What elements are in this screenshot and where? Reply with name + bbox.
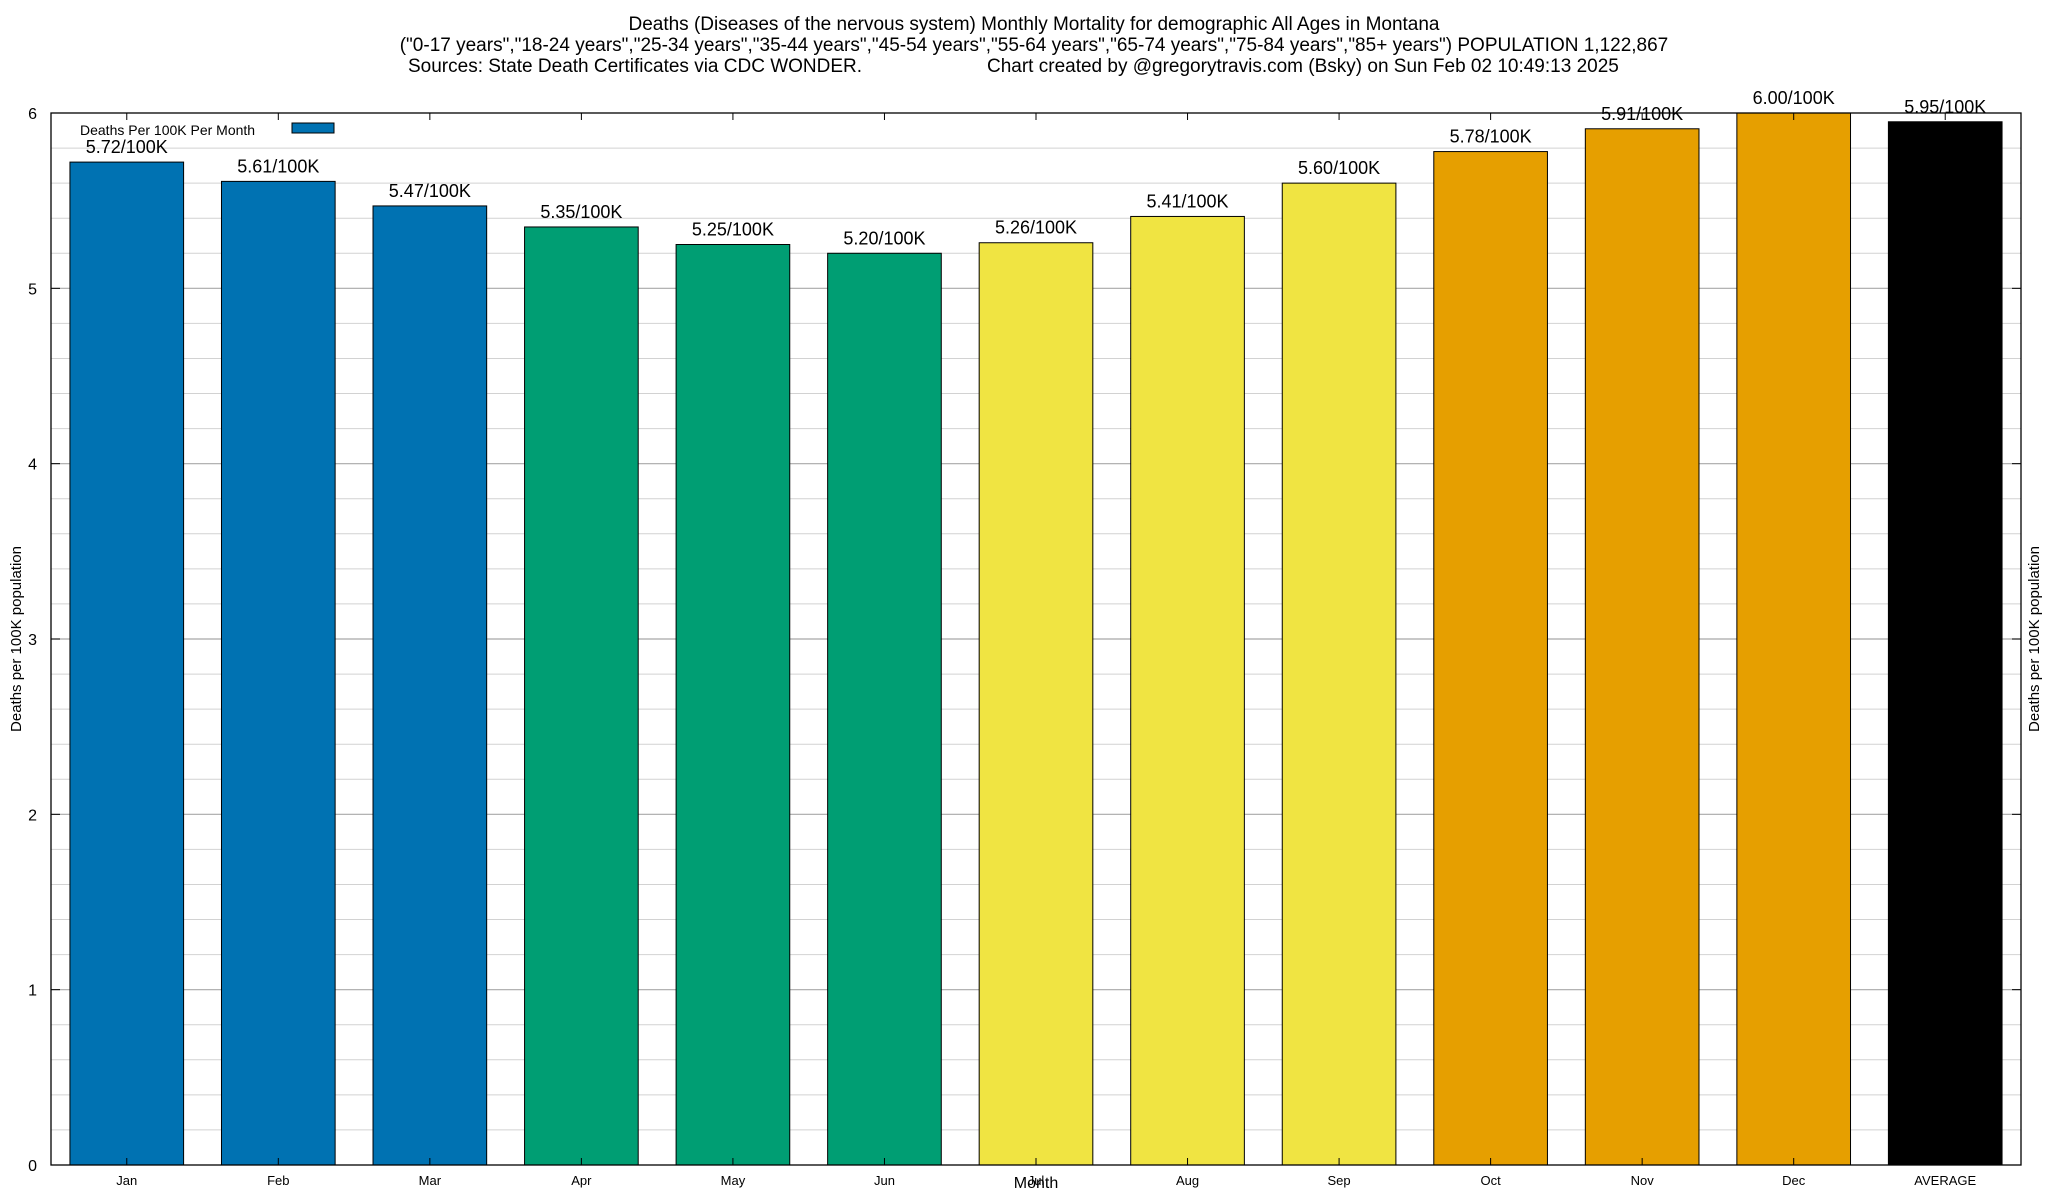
data-label: 5.47/100K — [389, 181, 471, 201]
y-tick-label: 5 — [28, 281, 37, 298]
bar-jul — [978, 242, 1094, 1166]
x-tick-label: Oct — [1480, 1173, 1501, 1188]
data-label: 5.60/100K — [1298, 158, 1380, 178]
y-tick-label: 1 — [28, 983, 37, 1000]
x-tick-label: Feb — [267, 1173, 289, 1188]
chart-title: Deaths (Diseases of the nervous system) … — [628, 14, 1439, 35]
bar-jan — [69, 161, 185, 1166]
bar-aug — [1130, 215, 1245, 1166]
x-tick-label: Jul — [1028, 1173, 1045, 1188]
data-label: 5.61/100K — [237, 156, 319, 176]
legend-swatch — [291, 122, 335, 134]
y-axis-label: Deaths per 100K population — [8, 546, 25, 732]
data-label: 5.25/100K — [692, 220, 774, 240]
x-tick-label: Aug — [1176, 1173, 1199, 1188]
x-tick-label: Jan — [116, 1173, 137, 1188]
bars — [69, 112, 2003, 1166]
bar-dec — [1736, 112, 1852, 1166]
x-tick-label: Jun — [874, 1173, 895, 1188]
chart-credit: Chart created by @gregorytravis.com (Bsk… — [987, 56, 1619, 77]
data-label: 5.72/100K — [86, 137, 168, 157]
data-labels: 5.72/100K 5.61/100K 5.47/100K 5.35/100K 5.25… — [86, 88, 1987, 248]
bar-oct — [1433, 151, 1548, 1166]
y-tick-label: 3 — [28, 632, 37, 649]
data-label: 5.41/100K — [1146, 191, 1228, 211]
data-label: 6.00/100K — [1753, 88, 1835, 108]
x-tick-label: Dec — [1782, 1173, 1806, 1188]
legend: Deaths Per 100K Per Month — [80, 122, 335, 138]
x-tick-label: Sep — [1328, 1173, 1351, 1188]
bar-nov — [1584, 128, 1700, 1166]
x-axis-label: Month — [1014, 1175, 1058, 1192]
bar-may — [675, 244, 791, 1166]
data-label: 5.20/100K — [843, 228, 925, 248]
x-tick-label: Apr — [571, 1173, 592, 1188]
bar-sep — [1281, 182, 1397, 1166]
x-tick-label: May — [721, 1173, 746, 1188]
bar-average — [1887, 121, 2003, 1166]
legend-label: Deaths Per 100K Per Month — [80, 122, 255, 138]
data-label: 5.35/100K — [540, 202, 622, 222]
bar-feb — [220, 180, 336, 1166]
y-tick-label: 2 — [28, 807, 37, 824]
y-tick-label: 6 — [28, 106, 37, 123]
data-label: 5.26/100K — [995, 218, 1077, 238]
bar-mar — [372, 205, 488, 1166]
y-axis-label-right: Deaths per 100K population — [2026, 546, 2043, 732]
y-tick-label: 4 — [28, 457, 37, 474]
chart-subtitle-demographics: ("0-17 years","18-24 years","25-34 years… — [400, 35, 1669, 56]
data-label: 5.78/100K — [1450, 127, 1532, 147]
data-label: 5.95/100K — [1904, 97, 1986, 117]
plot-frame — [50, 112, 2022, 1166]
chart-sources: Sources: State Death Certificates via CD… — [408, 56, 862, 77]
x-tick-label: Nov — [1631, 1173, 1655, 1188]
y-tick-label: 0 — [28, 1158, 37, 1175]
bar-apr — [524, 226, 639, 1166]
bar-jun — [827, 252, 942, 1166]
x-tick-label: AVERAGE — [1914, 1173, 1976, 1188]
x-tick-label: Mar — [419, 1173, 442, 1188]
